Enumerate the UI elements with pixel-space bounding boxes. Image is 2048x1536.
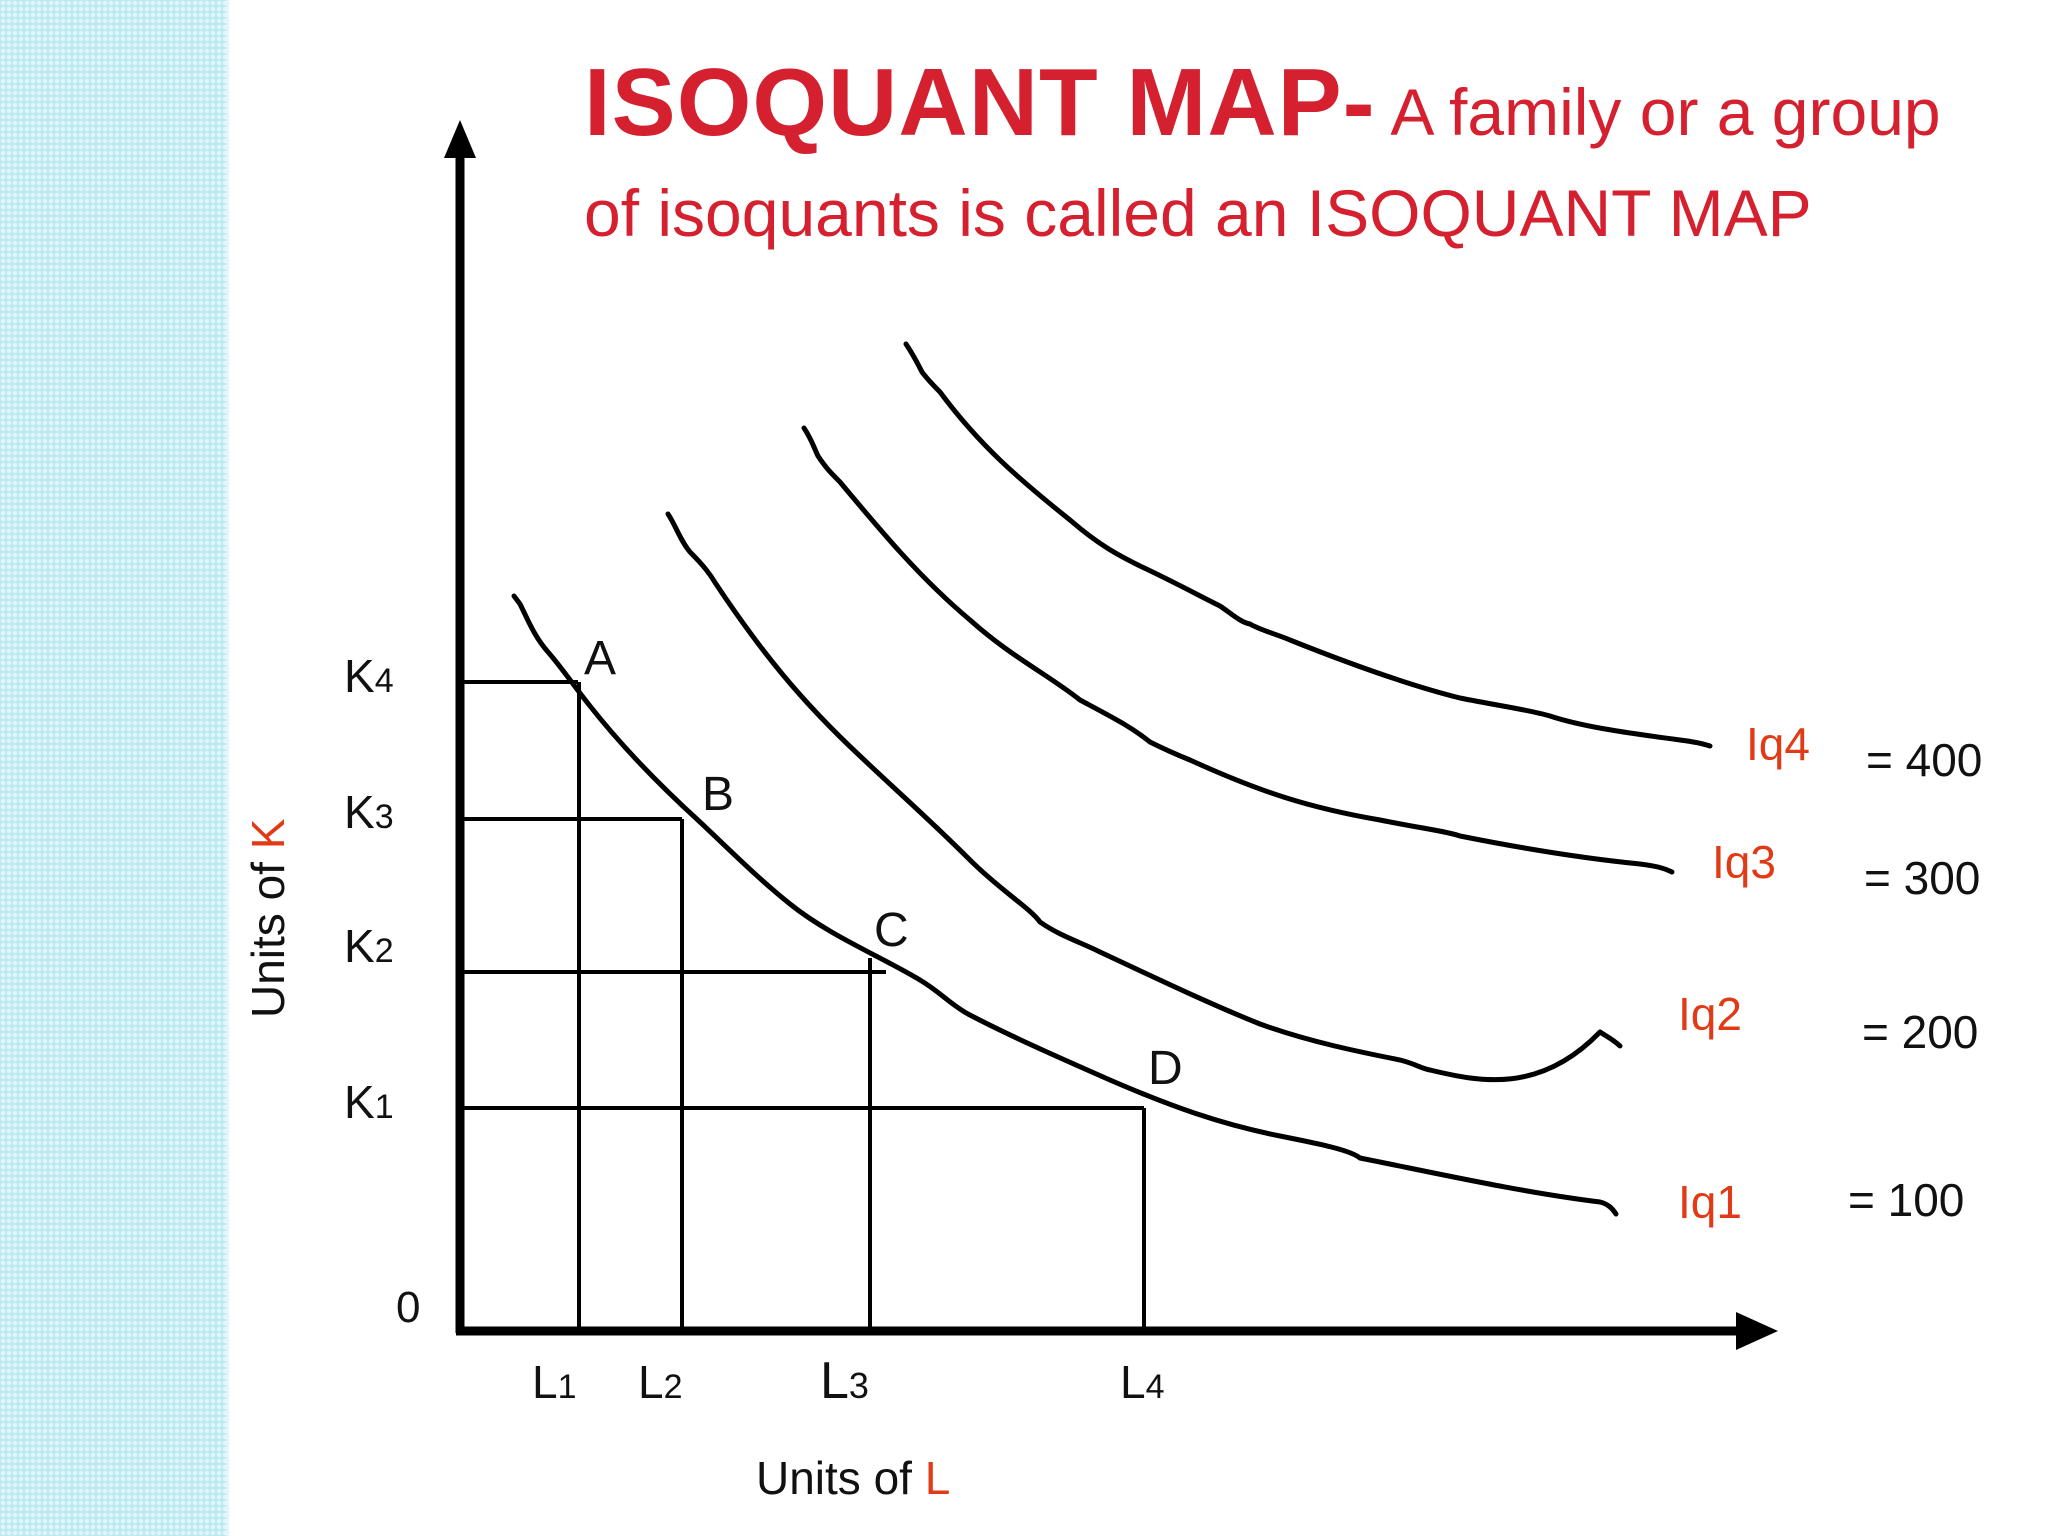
isoquant-curve-iq3: [801, 425, 1675, 875]
point-label-b: B: [702, 768, 734, 821]
y-axis-label: Units of K: [242, 818, 294, 1018]
isoquant-name-iq3: Iq3: [1712, 836, 1776, 888]
isoquant-value-iq3: = 300: [1864, 852, 1980, 904]
isoquant-value-iq4: = 400: [1866, 734, 1982, 786]
k-label-k4: K4: [344, 650, 394, 702]
x-axis-label: Units of L: [756, 1452, 950, 1504]
side-strip-edge: [226, 0, 229, 1536]
origin-label: 0: [396, 1283, 420, 1332]
k-label-k1: K1: [344, 1076, 394, 1128]
title-description: A family or a group of isoquants is call…: [584, 75, 1941, 250]
decorative-side-strip: [0, 0, 226, 1536]
isoquant-curve-iq4: [903, 341, 1713, 749]
l-label-l3: L3: [820, 1352, 869, 1410]
isoquant-name-iq2: Iq2: [1678, 988, 1742, 1040]
isoquant-value-iq2: = 200: [1862, 1006, 1978, 1058]
l-label-l4: L4: [1120, 1356, 1165, 1408]
l-label-l2: L2: [638, 1356, 683, 1408]
point-label-c: C: [874, 904, 909, 957]
x-axis-arrow: [1736, 1312, 1778, 1350]
guide-lines: [462, 680, 1146, 1329]
isoquant-name-iq4: Iq4: [1746, 718, 1810, 770]
point-label-d: D: [1148, 1042, 1183, 1095]
l-label-l1: L1: [532, 1356, 577, 1408]
isoquant-name-iq1: Iq1: [1678, 1176, 1742, 1228]
k-label-k3: K3: [344, 786, 394, 838]
isoquant-curve-iq1: [511, 593, 1619, 1217]
point-label-a: A: [584, 632, 616, 685]
slide-title: ISOQUANT MAP- A family or a group of iso…: [584, 55, 1984, 273]
y-axis-arrow: [444, 120, 476, 158]
k-label-k2: K2: [344, 920, 394, 972]
isoquant-curve-iq2: [665, 511, 1623, 1083]
title-bold: ISOQUANT MAP-: [584, 49, 1376, 156]
isoquant-value-iq1: = 100: [1848, 1174, 1964, 1226]
